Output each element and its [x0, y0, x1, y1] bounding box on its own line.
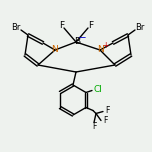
Text: F: F [103, 116, 107, 125]
Text: N: N [97, 45, 103, 55]
Text: Br: Br [135, 24, 145, 33]
Text: +: + [102, 41, 108, 50]
Text: F: F [105, 106, 109, 115]
Text: B: B [74, 38, 80, 47]
Text: N: N [52, 45, 58, 55]
Text: −: − [78, 33, 86, 43]
Text: F: F [88, 21, 94, 29]
Text: Cl: Cl [93, 85, 102, 94]
Text: F: F [59, 21, 65, 29]
Text: Br: Br [11, 24, 21, 33]
Text: F: F [92, 122, 96, 131]
